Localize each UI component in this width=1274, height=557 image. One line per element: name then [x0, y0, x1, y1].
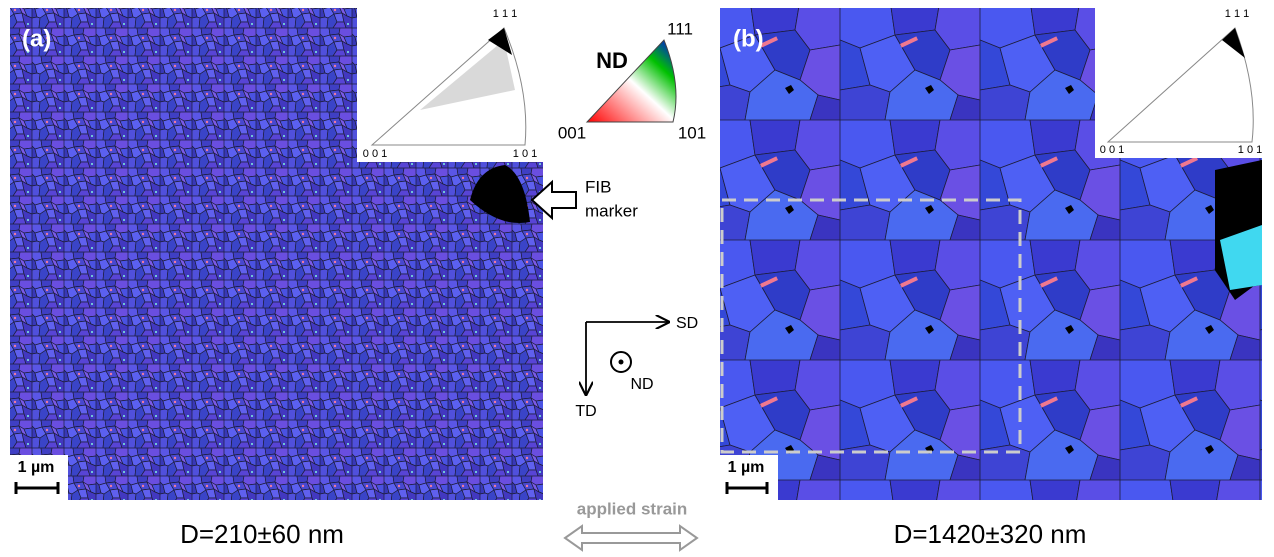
fib-label: FIB — [585, 177, 611, 196]
figure: 1 1 1 0 0 1 1 0 1 (a) 1 µm D=210±60 nm F… — [0, 0, 1274, 557]
caption: D=210±60 nm — [180, 519, 344, 549]
ipf-label: 0 0 1 — [363, 148, 387, 160]
strain-arrow — [565, 526, 697, 550]
ipf-label: 1 1 1 — [493, 8, 517, 20]
scale-label: 1 µm — [18, 459, 55, 476]
nd-dot — [619, 360, 624, 365]
panel-label: (a) — [22, 25, 51, 52]
panel-label: (b) — [733, 25, 764, 52]
caption: D=1420±320 nm — [894, 519, 1087, 549]
scale-label: 1 µm — [728, 459, 765, 476]
ipf-label: 1 0 1 — [513, 148, 537, 160]
ipf-label: 1 0 1 — [1238, 144, 1262, 156]
axis-label: SD — [676, 315, 698, 332]
axis-label: ND — [630, 376, 653, 393]
key-title: ND — [596, 48, 628, 73]
key-label: 111 — [667, 19, 693, 38]
fib-label: marker — [585, 201, 638, 220]
ipf-inset-b — [1095, 8, 1262, 158]
strain-label: applied strain — [577, 499, 688, 518]
ipf-label: 1 1 1 — [1225, 8, 1249, 20]
ipf-label: 0 0 1 — [1100, 144, 1124, 156]
axis-label: TD — [575, 403, 596, 420]
key-label: 001 — [558, 123, 586, 142]
key-label: 101 — [678, 123, 706, 142]
